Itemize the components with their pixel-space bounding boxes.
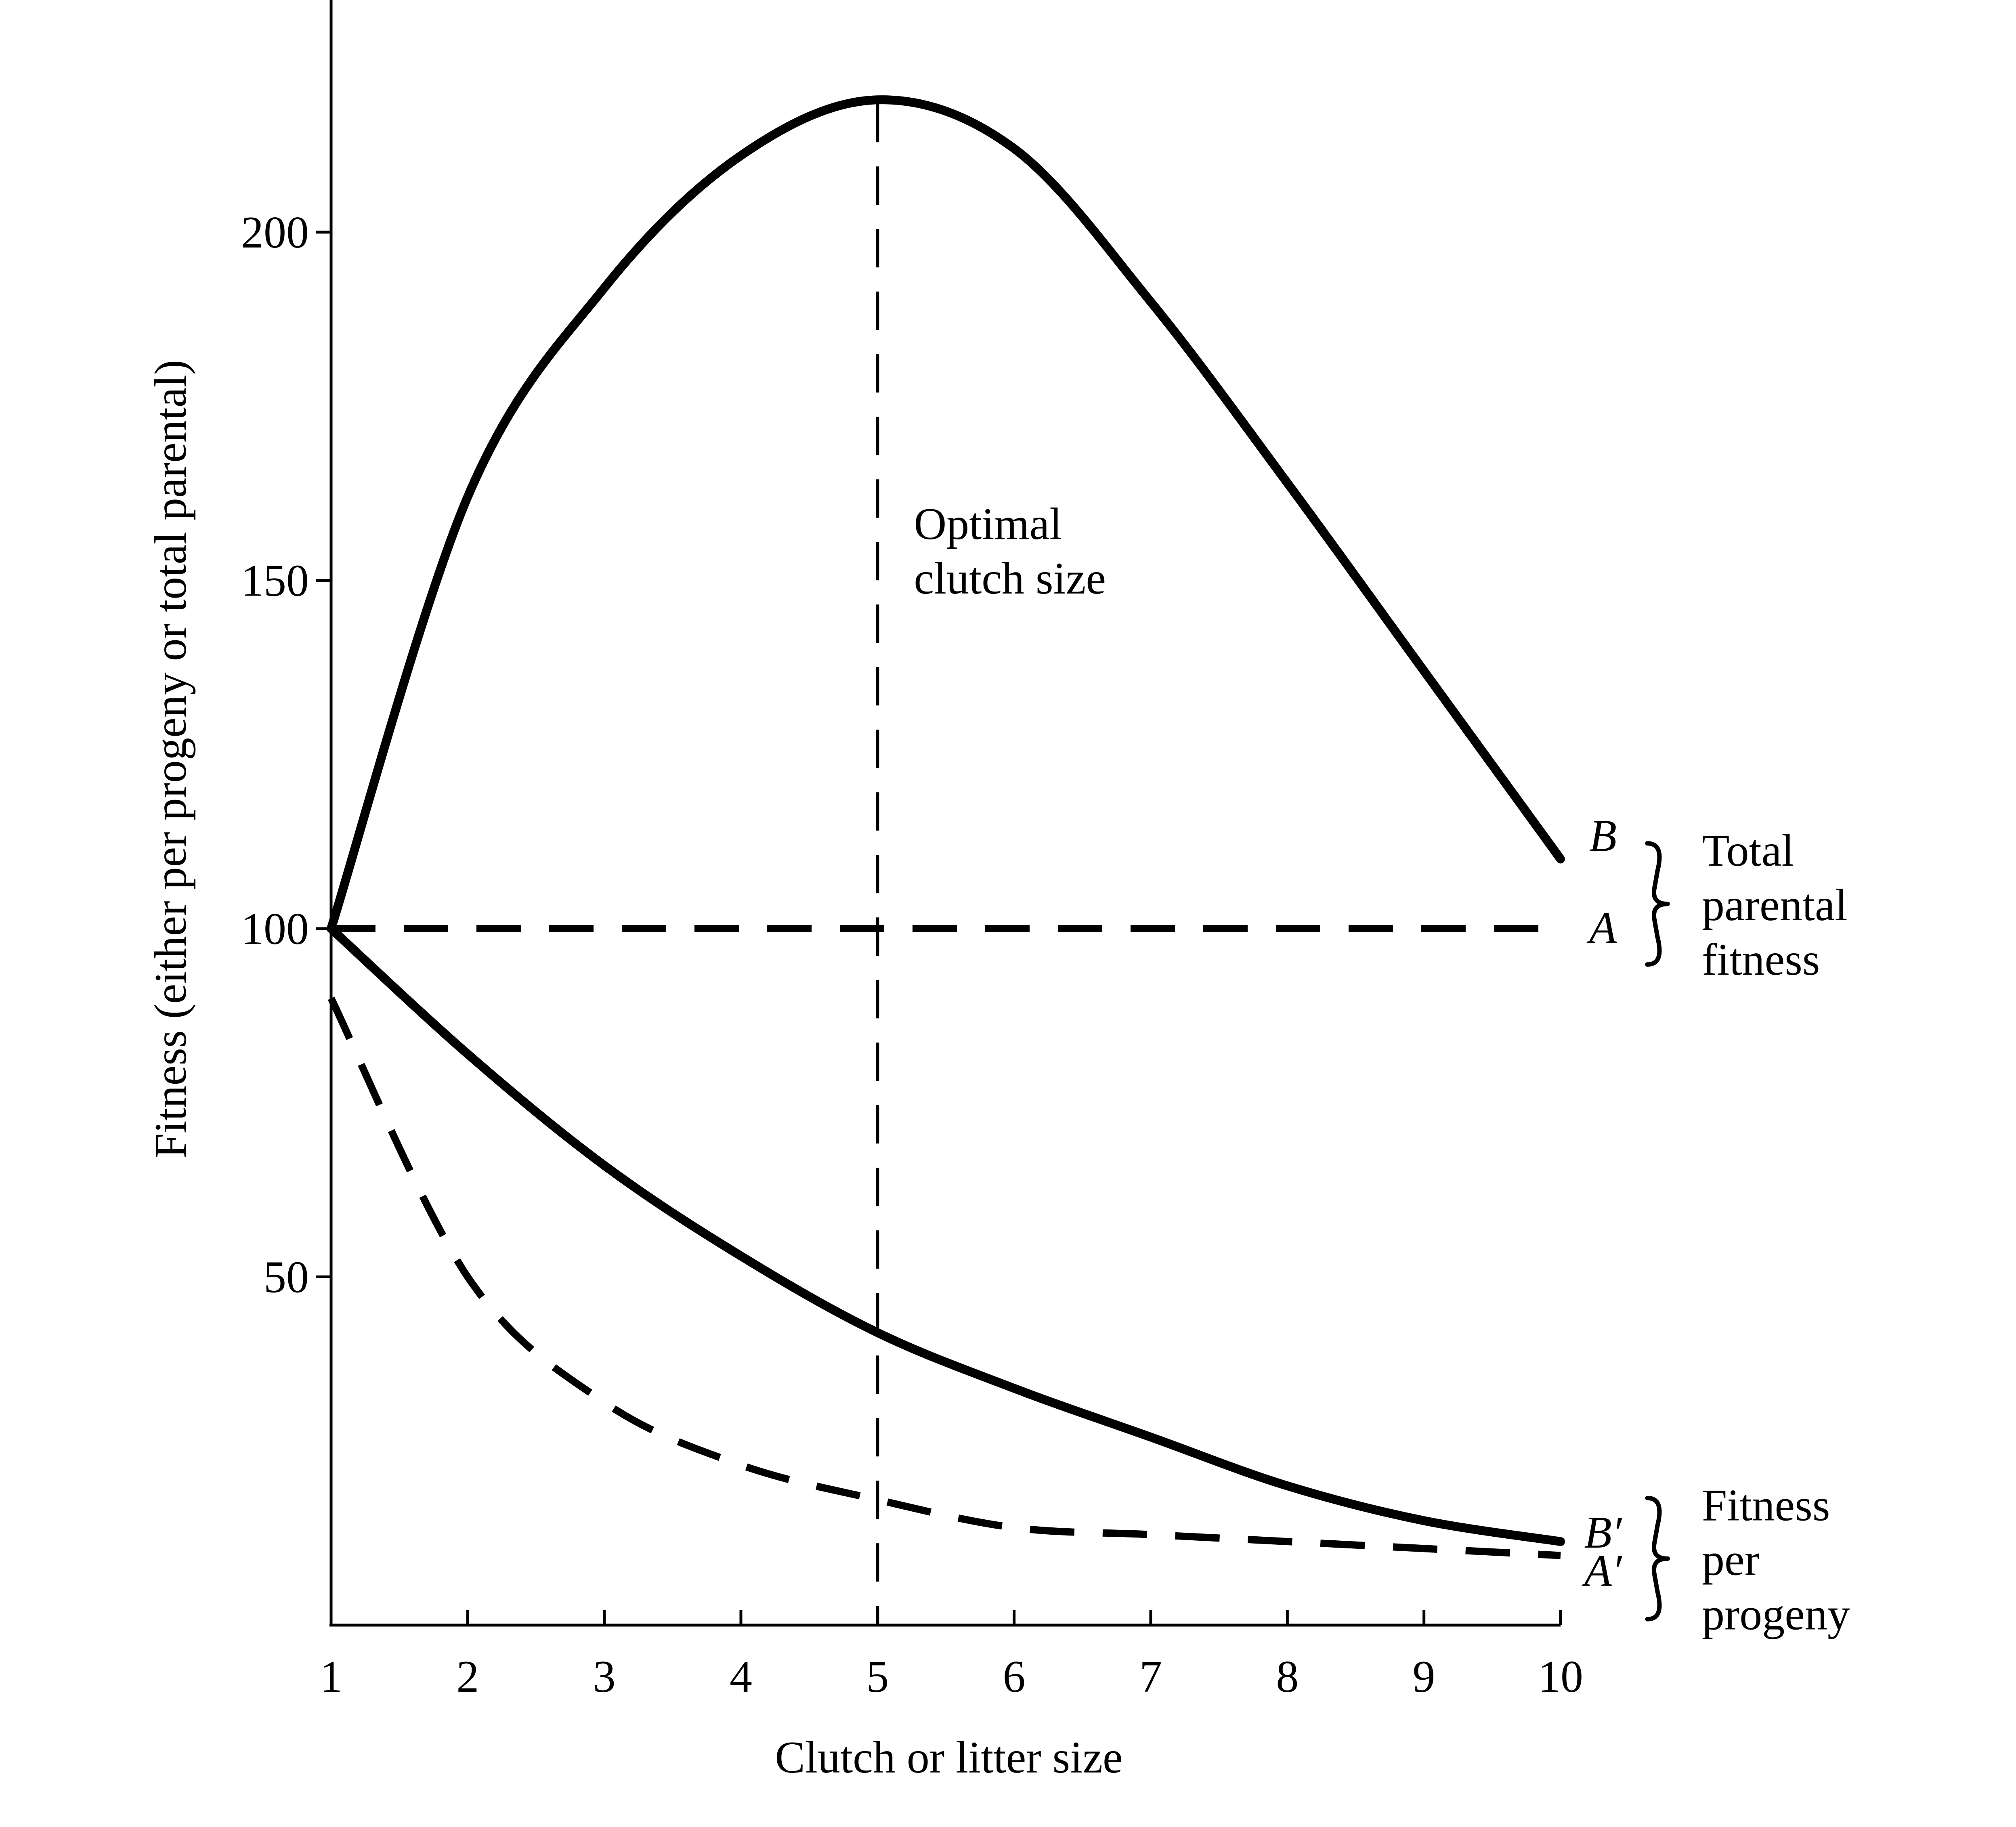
- series-b-prime-line: [327, 924, 1565, 1546]
- x-tick-label: 5: [866, 1652, 889, 1702]
- optimal-clutch-label-line-1: Optimal: [914, 499, 1062, 549]
- series-label-b-prime: B′: [1584, 1508, 1622, 1558]
- x-tick-label: 6: [1003, 1652, 1026, 1702]
- x-axis-ticks: 1 2 3 4 5 6 7 8 9 10: [320, 1610, 1583, 1702]
- group-brace: [1645, 1496, 1670, 1621]
- x-tick-label: 9: [1413, 1652, 1435, 1702]
- x-tick-label: 1: [320, 1652, 342, 1702]
- x-tick-label: 4: [730, 1652, 752, 1702]
- series-label-a: A: [1586, 903, 1617, 953]
- group-brace: [1645, 841, 1670, 967]
- y-axis-ticks: 50 100 150 200: [241, 208, 331, 1303]
- y-axis-title: Fitness (either per progeny or total par…: [146, 360, 196, 1158]
- series-layer: [327, 95, 1565, 1559]
- y-tick-label: 50: [264, 1252, 309, 1303]
- series-b-line: [327, 95, 1565, 933]
- x-axis-title: Clutch or litter size: [775, 1733, 1123, 1783]
- group-label-line: parental: [1702, 880, 1848, 930]
- group-label-line: fitness: [1702, 935, 1820, 985]
- series-label-b: B: [1589, 811, 1617, 861]
- group-label-line: progeny: [1702, 1589, 1850, 1639]
- group-label-line: Total: [1702, 826, 1794, 876]
- group-label-line: Fitness: [1702, 1480, 1830, 1530]
- series-a-prime-line: [327, 996, 1561, 1559]
- optimal-clutch-annotation: Optimal clutch size: [876, 104, 1106, 1625]
- x-tick-label: 3: [593, 1652, 616, 1702]
- x-tick-label: 2: [456, 1652, 479, 1702]
- optimal-clutch-label-line-2: clutch size: [914, 554, 1106, 604]
- y-tick-label: 150: [241, 556, 309, 606]
- y-tick-label: 100: [241, 904, 309, 954]
- y-tick-label: 200: [241, 208, 309, 258]
- group-label-line: per: [1702, 1535, 1760, 1585]
- x-tick-label: 10: [1538, 1652, 1583, 1702]
- x-tick-label: 8: [1276, 1652, 1299, 1702]
- x-tick-label: 7: [1139, 1652, 1162, 1702]
- series-label-a-prime: A′: [1582, 1546, 1622, 1596]
